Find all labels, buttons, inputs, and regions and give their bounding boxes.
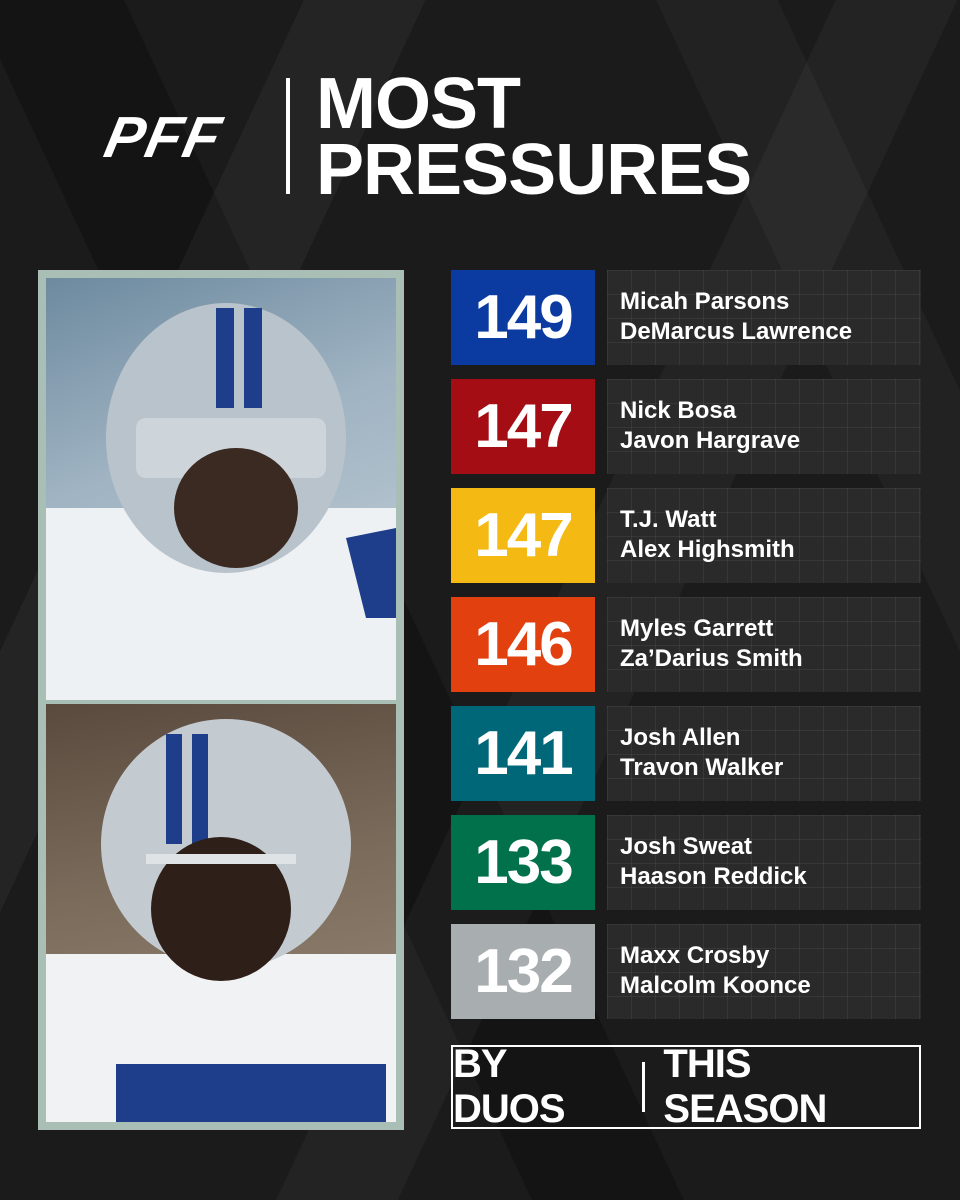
footer: BY DUOS THIS SEASON (451, 1042, 921, 1131)
player-box: Nick Bosa Javon Hargrave (607, 379, 921, 474)
player-name: Travon Walker (620, 754, 784, 781)
player-name: Nick Bosa (620, 397, 737, 424)
player-name: Josh Allen (620, 724, 741, 751)
photo-panel (38, 270, 404, 1130)
player-box: T.J. Watt Alex Highsmith (607, 488, 921, 583)
divider (286, 78, 290, 194)
player-name: Javon Hargrave (620, 427, 801, 454)
player-name: DeMarcus Lawrence (620, 318, 853, 345)
pressure-count: 133 (451, 815, 595, 910)
player-box: Micah Parsons DeMarcus Lawrence (607, 270, 921, 365)
footer-text: BY DUOS (453, 1042, 566, 1131)
player-name: Myles Garrett (620, 615, 774, 642)
player-name: Josh Sweat (620, 833, 753, 860)
title: PRESSURES (316, 130, 752, 210)
pressure-count: 147 (451, 488, 595, 583)
player-name: Za’Darius Smith (620, 645, 803, 672)
player-box: Maxx Crosby Malcolm Koonce (607, 924, 921, 1019)
pressure-count: 141 (451, 706, 595, 801)
player-box: Josh Allen Travon Walker (607, 706, 921, 801)
photo (46, 278, 396, 700)
pressure-count: 132 (451, 924, 595, 1019)
footer-text: THIS SEASON (663, 1042, 827, 1131)
player-name: Maxx Crosby (620, 942, 770, 969)
pressure-count: 146 (451, 597, 595, 692)
player-name: Micah Parsons (620, 288, 790, 315)
player-box: Josh Sweat Haason Reddick (607, 815, 921, 910)
player-name: T.J. Watt (620, 506, 717, 533)
photo-illustration (46, 303, 396, 700)
player-box: Myles Garrett Za’Darius Smith (607, 597, 921, 692)
title: MOST (316, 64, 521, 144)
logo: PFF (99, 105, 229, 170)
player-name: Malcolm Koonce (620, 972, 811, 999)
player-name: Haason Reddick (620, 863, 807, 890)
player-name: Alex Highsmith (620, 536, 795, 563)
separator (642, 1062, 646, 1112)
photo-illustration (46, 719, 396, 1122)
pressure-count: 147 (451, 379, 595, 474)
pressure-count: 149 (451, 270, 595, 365)
photo (46, 704, 396, 1122)
